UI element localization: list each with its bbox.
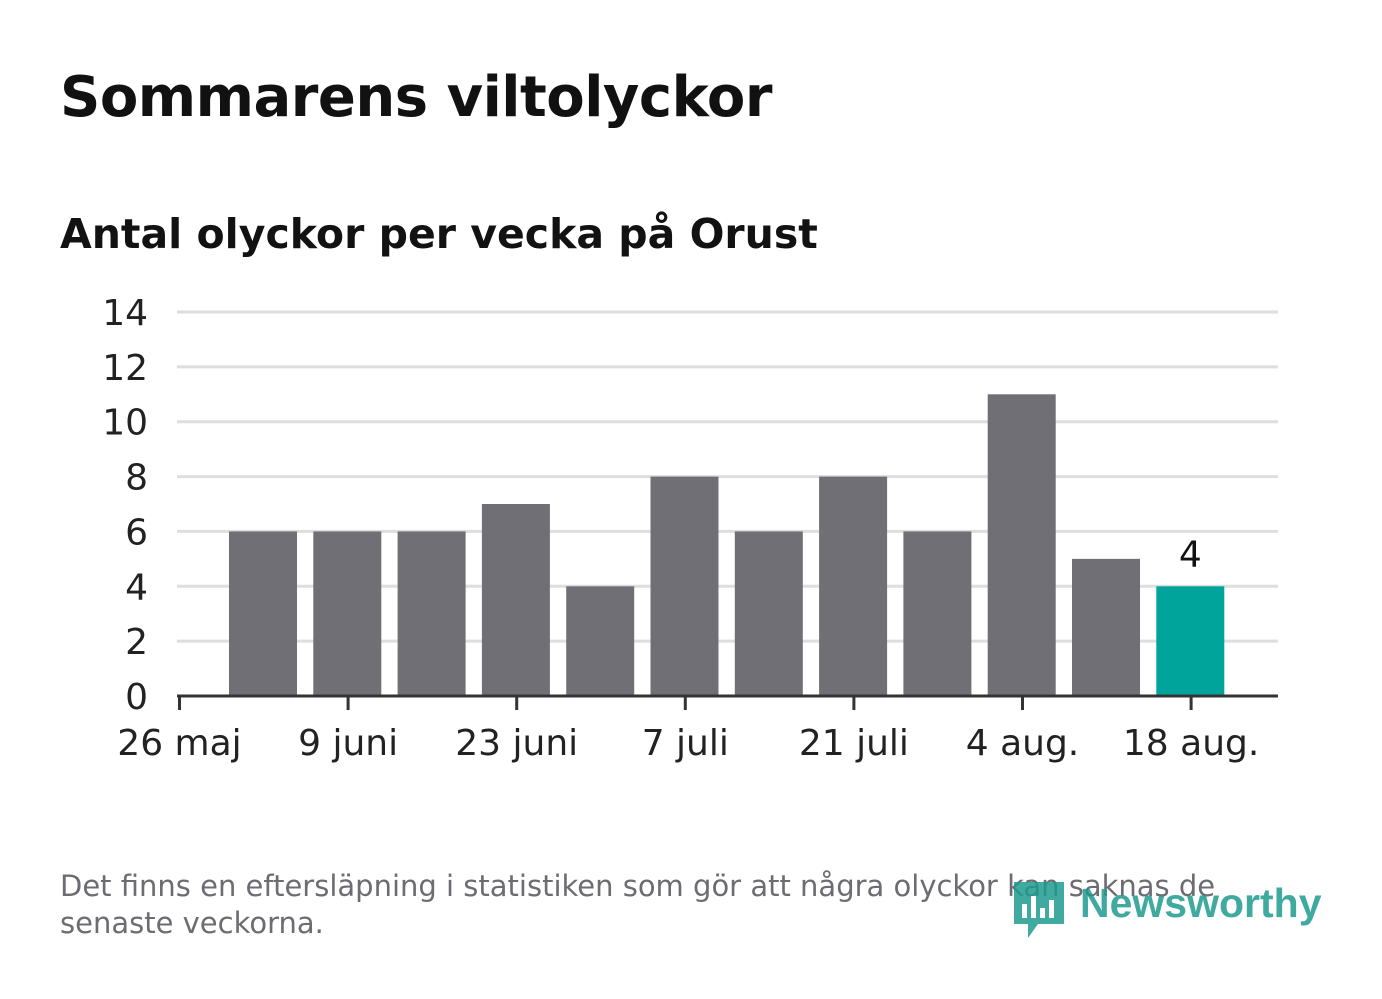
bar <box>229 531 297 696</box>
x-tick-label: 7 juli <box>642 723 729 764</box>
bar <box>566 586 635 696</box>
chart-title: Sommarens viltolyckor <box>60 65 772 130</box>
bar <box>397 531 466 696</box>
labels: 0 2 4 6 8 10 12 14 4 26 maj 9 juni 23 juni 7 juli 21 … <box>102 293 1259 764</box>
chart-bubble-icon <box>1014 882 1064 938</box>
bar <box>1156 586 1225 696</box>
newsworthy-logo: Newsworthy <box>1010 872 1330 942</box>
y-tick-label: 12 <box>102 348 148 389</box>
bar <box>481 504 550 696</box>
x-tick-label: 4 aug. <box>966 723 1080 764</box>
x-tick-label: 9 juni <box>298 723 398 764</box>
bar <box>903 531 972 696</box>
y-tick-label: 0 <box>125 677 148 718</box>
y-tick-label: 4 <box>125 567 148 608</box>
y-tick-label: 6 <box>125 512 148 553</box>
x-tick-label: 26 maj <box>117 723 241 764</box>
logo-text: Newsworthy <box>1080 880 1322 926</box>
x-tick-label: 23 juni <box>455 723 578 764</box>
data-label: 4 <box>1179 534 1202 575</box>
y-tick-label: 14 <box>102 293 148 334</box>
chart-subtitle: Antal olyckor per vecka på Orust <box>60 210 818 258</box>
bar <box>313 531 382 696</box>
y-tick-label: 10 <box>102 403 148 444</box>
x-tick-label: 18 aug. <box>1123 723 1259 764</box>
bar <box>650 476 719 696</box>
bars <box>229 394 1225 696</box>
x-tick-label: 21 juli <box>799 723 909 764</box>
bar <box>1072 558 1140 696</box>
axes <box>177 694 1278 710</box>
bar <box>734 531 803 696</box>
y-tick-label: 2 <box>125 622 148 663</box>
bar <box>819 476 888 696</box>
bar <box>987 394 1056 696</box>
y-tick-label: 8 <box>125 458 148 499</box>
